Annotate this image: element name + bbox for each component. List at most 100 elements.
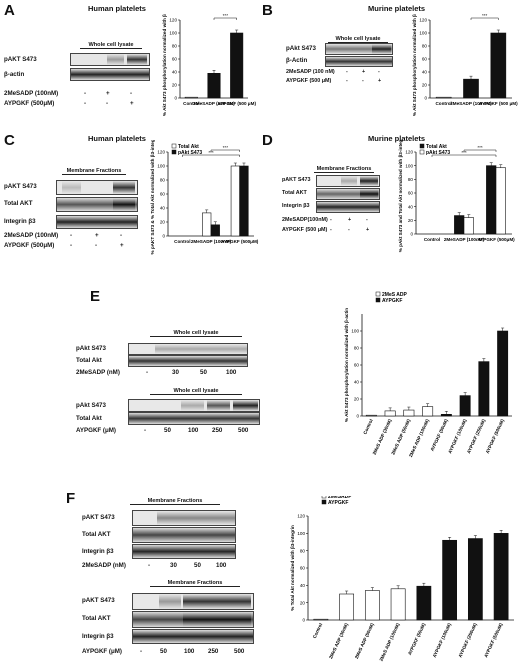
dose-value: 500	[238, 427, 249, 434]
panel-f-row-label: Integrin β3	[82, 633, 114, 640]
x-tick-label: AYPGKF (500uM)	[483, 622, 504, 658]
y-tick-label: 0	[302, 618, 305, 623]
panel-c-treat-label: 2MeSADP (100nM)	[4, 232, 59, 239]
panel-d-blot-pakt	[316, 175, 380, 187]
bar	[495, 167, 506, 235]
x-tick-label: AYPGKF (100uM)	[447, 418, 468, 454]
y-tick-label: 120	[169, 18, 177, 23]
bar	[207, 72, 221, 99]
dose-value: -	[144, 427, 147, 434]
x-tick-label: Control	[183, 101, 199, 106]
treat-mark: -	[70, 242, 73, 249]
dose-value: 250	[212, 427, 223, 434]
x-tick-label: AYPGKF (50uM)	[430, 418, 449, 452]
y-tick-label: 120	[157, 150, 165, 155]
panel-f-dose-label: AYPGKF (μM)	[82, 648, 122, 655]
bar	[463, 217, 474, 235]
y-tick-label: 60	[422, 57, 428, 62]
legend-swatch	[419, 149, 425, 155]
x-tick-label: 2MeSADP (100 nM)	[193, 101, 235, 106]
y-axis-label: % pAkt S473 and Total Akt normalized wit…	[398, 140, 403, 252]
panel-d-treat-label: 2MeSADP(100nM)	[282, 217, 328, 223]
treat-mark: -	[84, 90, 87, 97]
y-tick-label: 40	[408, 204, 414, 209]
bar	[184, 96, 198, 99]
y-tick-label: 40	[422, 70, 428, 75]
y-tick-label: 20	[160, 220, 166, 225]
y-tick-label: 100	[169, 31, 177, 36]
panel-c-row-label: pAKT S473	[4, 183, 37, 190]
panel-c-title: Human platelets	[88, 134, 146, 143]
legend-swatch	[171, 143, 177, 149]
y-tick-label: 0	[356, 414, 359, 419]
x-tick-label: 2MeS ADP (30nM)	[372, 418, 393, 456]
y-axis-label: % Akt S473 phosphorylation normalized wi…	[344, 308, 349, 422]
panel-c-blot-total-akt	[56, 197, 138, 212]
bar	[454, 215, 465, 235]
panel-c-row-label: Integrin β3	[4, 218, 36, 225]
x-tick-label: AYPGKF (250uM)	[457, 622, 478, 658]
panel-d-treat-label: AYPGKF (500 μM)	[282, 227, 328, 233]
legend-swatch	[419, 143, 425, 149]
x-tick-label: Control	[435, 101, 451, 106]
treat-mark: -	[330, 227, 332, 233]
x-tick-label: AYPGKF (500 μM)	[479, 101, 518, 106]
treat-mark: +	[106, 90, 110, 97]
panel-e-dose-label: 2MeSADP (nM)	[76, 369, 120, 376]
panel-c-row-label: Total AKT	[4, 200, 33, 207]
panel-b-treat-label: AYPGKF (500 μM)	[286, 78, 332, 84]
bar	[467, 538, 483, 621]
legend-swatch	[171, 149, 177, 155]
dose-value: -	[140, 648, 143, 655]
bar	[210, 224, 220, 237]
panel-f-blot-pakt-2	[132, 593, 254, 610]
panel-f-box2-header: Membrane Fractions	[150, 580, 240, 587]
bar	[364, 590, 380, 621]
x-tick-label: AYPGKF (250uM)	[466, 418, 487, 454]
y-tick-label: 20	[354, 397, 360, 402]
panel-a-treat-label: 2MeSADP (100nM)	[4, 90, 59, 97]
dose-value: 100	[184, 648, 195, 655]
legend-label: 2MeS ADP	[382, 292, 407, 298]
bar	[463, 78, 479, 99]
dose-value: 50	[160, 648, 167, 655]
treat-mark: +	[120, 242, 124, 249]
dose-value: 50	[194, 562, 201, 569]
treat-mark: +	[348, 217, 352, 223]
treat-mark: +	[95, 232, 99, 239]
y-tick-label: 80	[354, 346, 360, 351]
y-tick-label: 80	[300, 548, 306, 553]
legend-swatch	[321, 496, 327, 499]
bar	[313, 618, 329, 621]
y-tick-label: 100	[297, 531, 305, 536]
legend-label: 2MeSADP	[328, 496, 352, 500]
panel-b-row-label: β-Actin	[286, 57, 308, 64]
panel-f-row-label: pAKT S473	[82, 597, 115, 604]
bar	[497, 330, 509, 417]
y-axis-label: % Total Akt normalized with β3-integrin	[290, 525, 295, 611]
panel-d-row-label: Total AKT	[282, 190, 307, 196]
panel-e-row-label: pAkt S473	[76, 345, 106, 352]
panel-f-row-label: pAKT S473	[82, 514, 115, 521]
treat-mark: -	[362, 78, 364, 84]
treat-mark: -	[106, 100, 109, 107]
y-tick-label: 20	[172, 83, 178, 88]
panel-a-row-label: pAKT S473	[4, 56, 37, 63]
y-tick-label: 0	[174, 96, 177, 101]
panel-e-box2-header: Whole cell lysate	[150, 388, 242, 395]
x-tick-label: 2MeSADP (100nM)	[191, 239, 232, 244]
y-tick-label: 0	[410, 232, 413, 237]
significance-label: ***	[477, 145, 483, 150]
dose-value: 250	[208, 648, 219, 655]
x-tick-label: AYPGKF (100uM)	[432, 622, 453, 658]
x-tick-label: AYPGKF (500μM)	[221, 239, 259, 244]
dose-value: -	[148, 562, 151, 569]
y-tick-label: 40	[160, 206, 166, 211]
panel-e-blot-total-2	[128, 412, 260, 425]
panel-c-box-header: Membrane Fractions	[62, 168, 126, 175]
y-axis-label: % pAKT S473 & % Total Akt normalized wit…	[150, 140, 155, 254]
dose-value: 100	[226, 369, 237, 376]
bar	[416, 585, 432, 621]
y-tick-label: 60	[408, 191, 414, 196]
y-tick-label: 60	[354, 363, 360, 368]
